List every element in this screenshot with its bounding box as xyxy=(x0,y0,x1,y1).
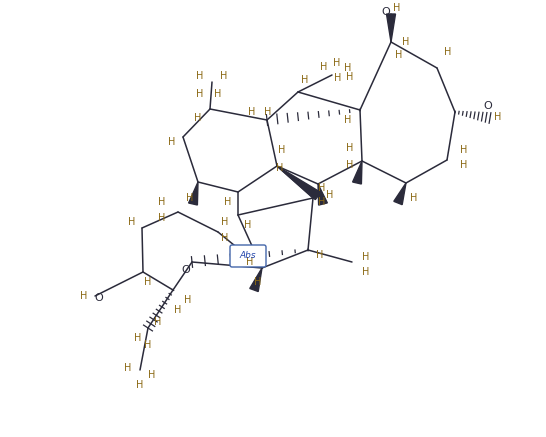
Text: H: H xyxy=(194,113,201,123)
Polygon shape xyxy=(353,161,362,184)
Text: H: H xyxy=(345,63,352,73)
Text: H: H xyxy=(460,145,468,155)
Text: H: H xyxy=(128,217,136,227)
Text: H: H xyxy=(144,340,152,350)
Text: H: H xyxy=(402,37,410,47)
Text: H: H xyxy=(221,217,229,227)
Text: H: H xyxy=(246,257,254,267)
Text: H: H xyxy=(327,190,334,200)
Text: H: H xyxy=(158,197,165,207)
Polygon shape xyxy=(188,182,198,205)
Text: H: H xyxy=(186,193,194,203)
Text: H: H xyxy=(174,305,182,315)
Text: H: H xyxy=(301,75,308,85)
Text: H: H xyxy=(224,197,232,207)
Text: H: H xyxy=(444,47,452,57)
Text: H: H xyxy=(149,370,156,380)
Text: H: H xyxy=(254,277,262,287)
Text: H: H xyxy=(318,183,325,193)
Text: H: H xyxy=(197,89,204,99)
Text: H: H xyxy=(346,160,354,170)
Text: H: H xyxy=(221,71,228,81)
Polygon shape xyxy=(250,268,262,291)
Text: H: H xyxy=(346,72,354,82)
Text: H: H xyxy=(333,58,341,68)
Text: H: H xyxy=(345,115,352,125)
Polygon shape xyxy=(387,14,395,42)
Text: H: H xyxy=(276,163,284,173)
Text: H: H xyxy=(494,112,502,122)
Text: H: H xyxy=(221,233,229,243)
Polygon shape xyxy=(394,183,406,205)
FancyBboxPatch shape xyxy=(230,245,266,267)
Text: H: H xyxy=(321,62,328,72)
Text: H: H xyxy=(155,317,162,327)
Text: H: H xyxy=(136,380,144,390)
Text: H: H xyxy=(185,295,192,305)
Text: H: H xyxy=(393,3,401,13)
Text: H: H xyxy=(278,145,286,155)
Text: H: H xyxy=(264,107,272,117)
Text: H: H xyxy=(318,197,325,207)
Text: H: H xyxy=(144,277,152,287)
Text: H: H xyxy=(80,291,87,301)
Text: H: H xyxy=(124,363,132,373)
Text: H: H xyxy=(244,220,252,230)
Text: H: H xyxy=(215,89,222,99)
Text: Abs: Abs xyxy=(240,252,256,260)
Text: O: O xyxy=(484,101,492,111)
Polygon shape xyxy=(277,166,321,200)
Text: H: H xyxy=(363,267,370,277)
Text: H: H xyxy=(460,160,468,170)
Text: H: H xyxy=(395,50,403,60)
Text: H: H xyxy=(316,250,324,260)
Text: O: O xyxy=(382,7,390,17)
Text: H: H xyxy=(346,143,354,153)
Text: H: H xyxy=(334,73,342,83)
Text: H: H xyxy=(248,107,256,117)
Polygon shape xyxy=(318,184,328,205)
Text: H: H xyxy=(134,333,142,343)
Text: H: H xyxy=(410,193,418,203)
Text: O: O xyxy=(94,293,103,303)
Text: H: H xyxy=(168,137,176,147)
Text: H: H xyxy=(363,252,370,262)
Text: H: H xyxy=(197,71,204,81)
Text: H: H xyxy=(158,213,165,223)
Text: O: O xyxy=(182,265,191,275)
